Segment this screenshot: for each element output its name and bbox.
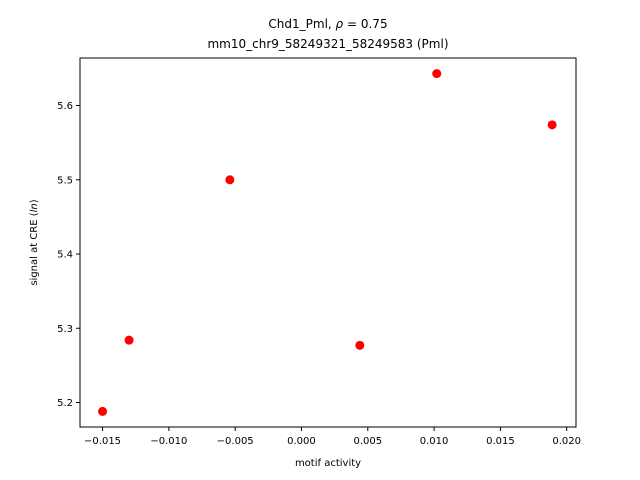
data-point <box>124 335 134 345</box>
x-tick-label: 0.010 <box>420 436 449 447</box>
y-tick-label: 5.2 <box>57 398 73 409</box>
chart-title: Chd1_Pml, ρ = 0.75 mm10_chr9_58249321_58… <box>207 17 448 51</box>
y-tick-label: 5.4 <box>57 250 73 261</box>
data-point <box>225 175 235 185</box>
x-tick-label: −0.005 <box>217 436 254 447</box>
y-axis-ticks: 5.2 5.3 5.4 5.5 5.6 <box>57 101 80 409</box>
x-tick-label: 0.015 <box>486 436 515 447</box>
data-point <box>432 69 442 79</box>
y-tick-label: 5.3 <box>57 324 73 335</box>
data-point <box>355 340 365 350</box>
chart-title-line1: Chd1_Pml, ρ = 0.75 <box>268 17 387 31</box>
x-tick-label: 0.005 <box>353 436 382 447</box>
x-tick-label: −0.015 <box>84 436 121 447</box>
x-tick-label: 0.000 <box>287 436 316 447</box>
x-axis-label: motif activity <box>295 458 361 469</box>
y-tick-label: 5.6 <box>57 101 73 112</box>
y-axis-label: signal at CRE (ln) <box>29 199 40 285</box>
x-tick-label: −0.010 <box>150 436 187 447</box>
data-point <box>547 120 557 130</box>
data-point <box>98 406 108 416</box>
plot-area-frame <box>79 57 577 428</box>
x-tick-label: 0.020 <box>552 436 581 447</box>
y-tick-label: 5.5 <box>57 175 73 186</box>
chart-title-line2: mm10_chr9_58249321_58249583 (Pml) <box>207 37 448 51</box>
data-points <box>98 69 557 416</box>
x-axis-ticks: −0.015 −0.010 −0.005 0.000 0.005 0.010 0.015 0.… <box>84 427 581 447</box>
